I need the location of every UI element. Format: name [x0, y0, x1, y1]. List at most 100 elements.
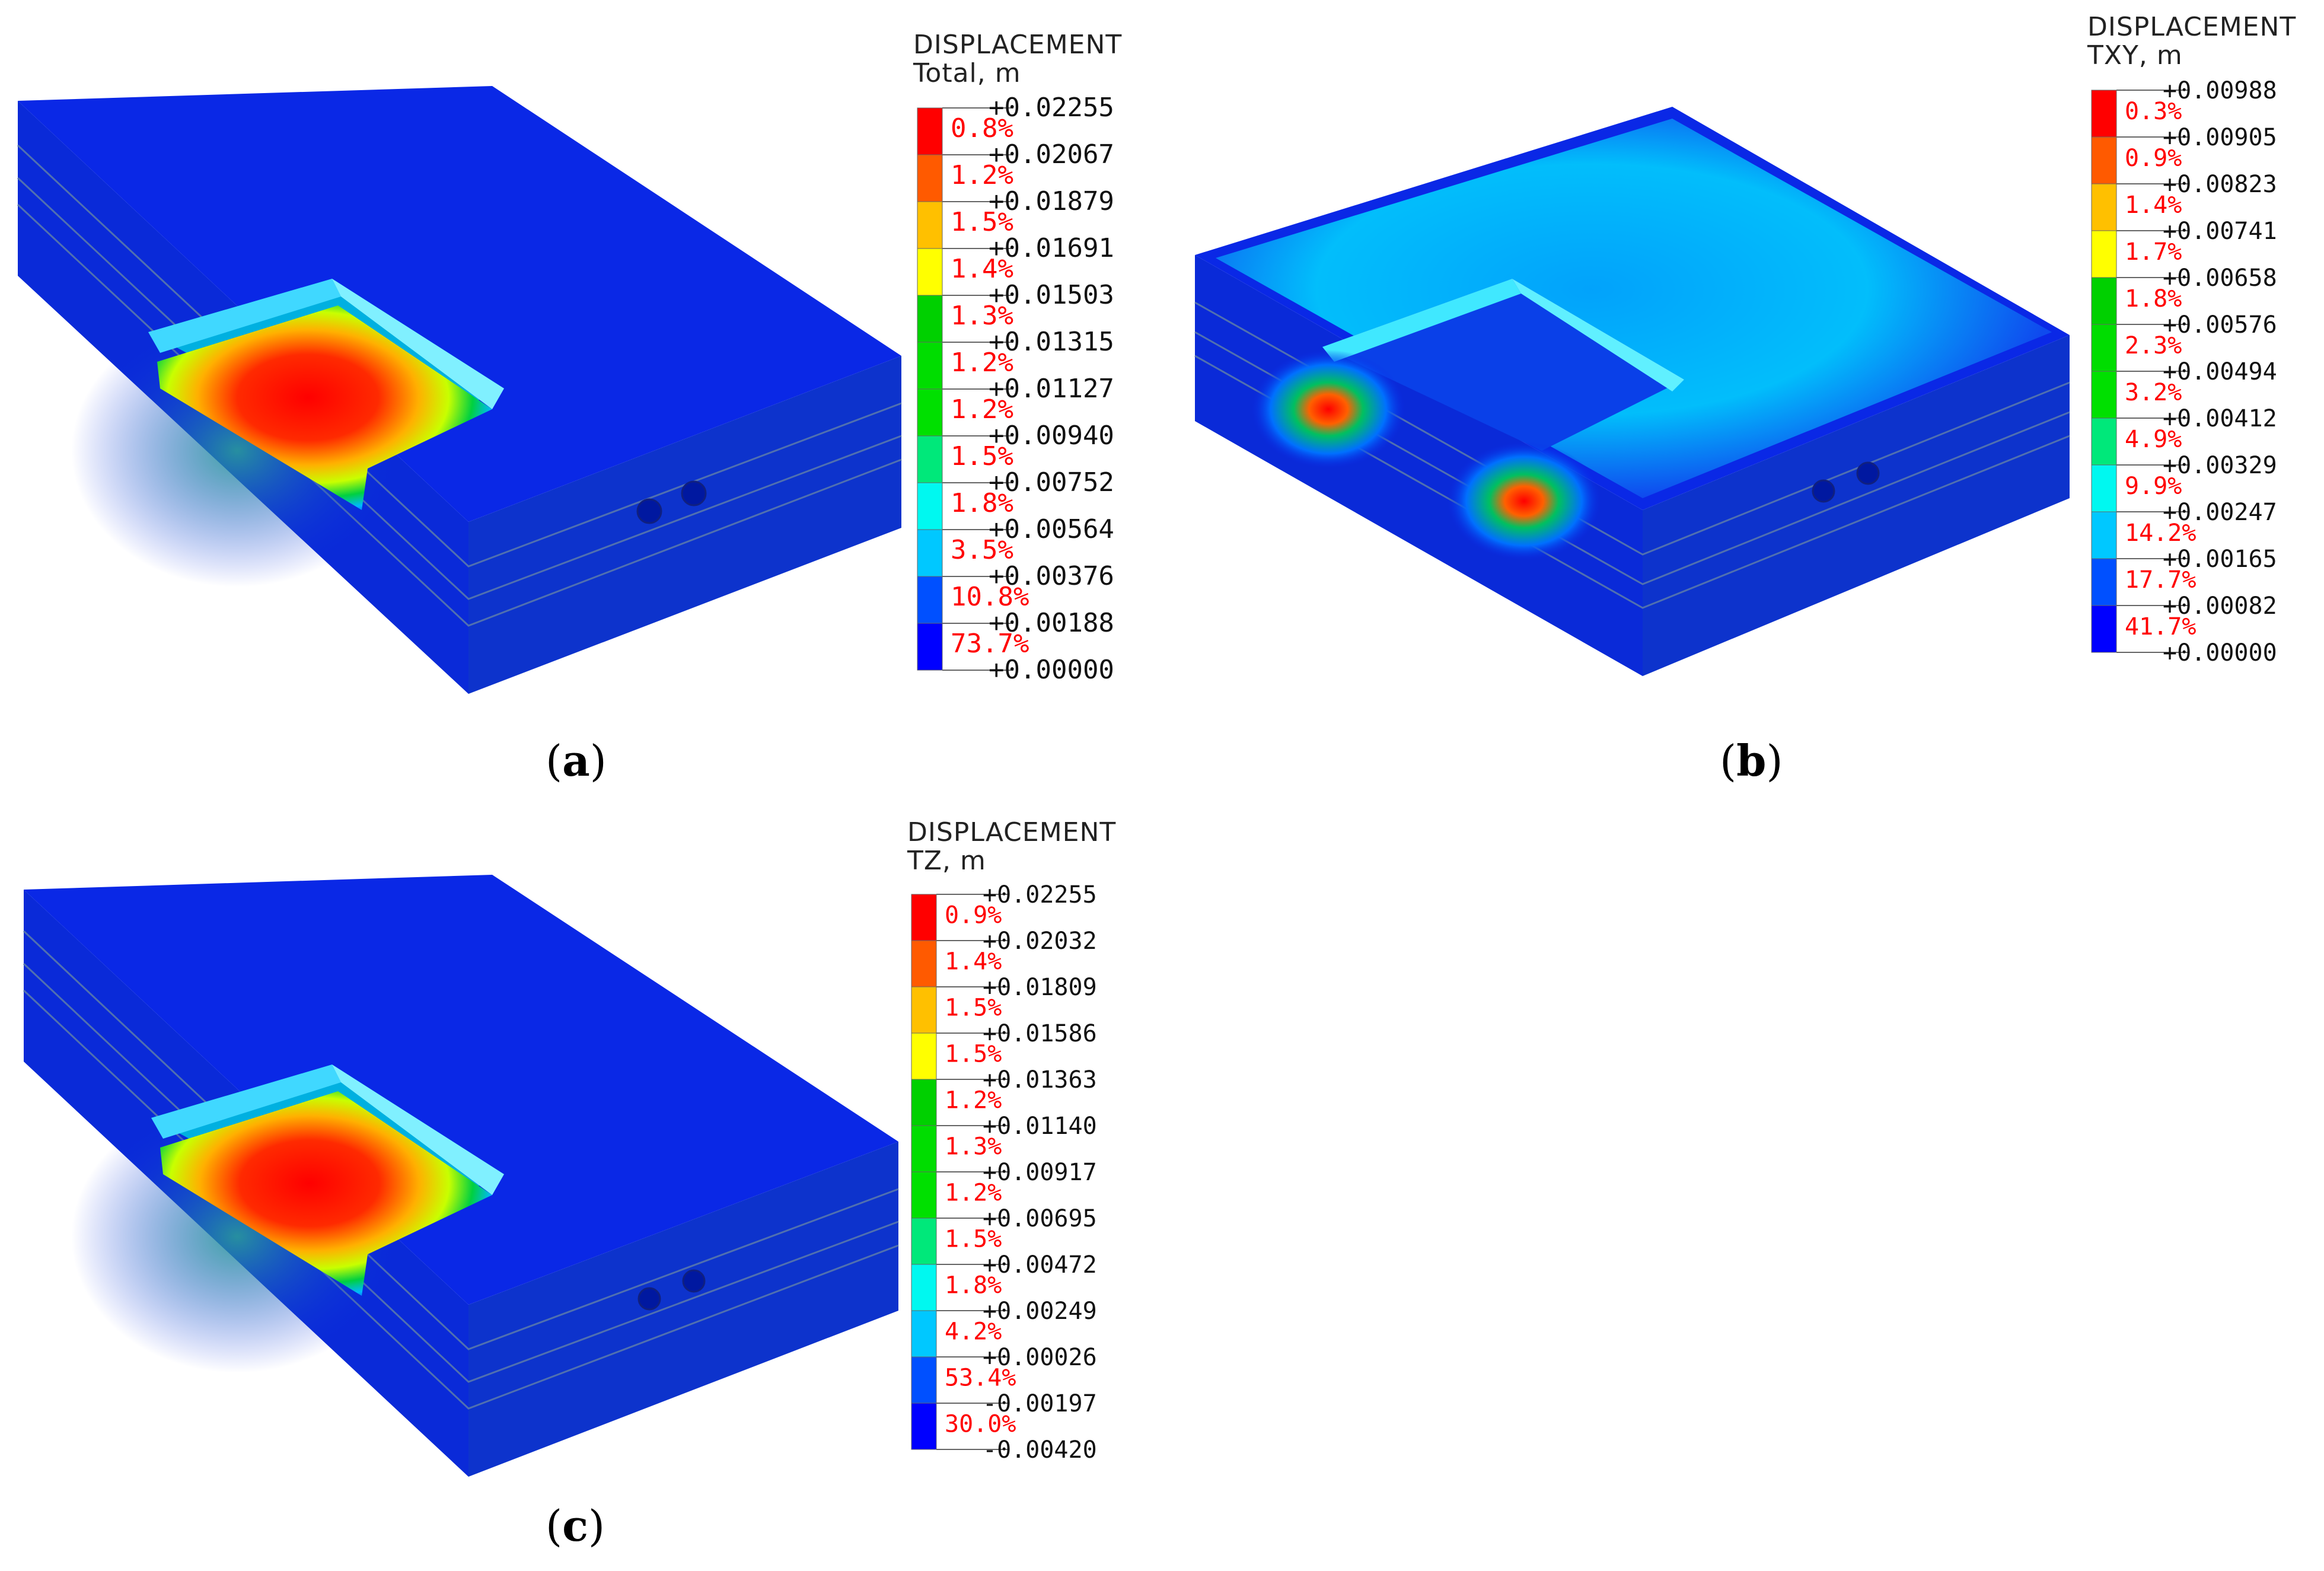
legend-value: +0.01127 — [989, 374, 1114, 404]
legend-percent: 1.5% — [945, 1225, 1002, 1253]
legend-value: +0.00412 — [2163, 405, 2277, 432]
legend-value: +0.00376 — [989, 561, 1114, 591]
legend-percent: 3.5% — [951, 535, 1013, 565]
legend-swatch — [911, 1171, 937, 1219]
legend-percent: 2.3% — [2125, 332, 2182, 359]
legend-value: +0.00576 — [2163, 311, 2277, 339]
panel-c: DISPLACEMENT TZ, m 0.9% 1.4% 1.5% 1.5% 1.2% 1… — [0, 789, 1162, 1571]
legend-swatch — [917, 295, 943, 343]
panel-label-a: (a) — [546, 735, 607, 786]
legend-title-line2: Total, m — [913, 58, 1021, 88]
legend-value: +0.02255 — [983, 881, 1097, 909]
legend-percent: 1.4% — [945, 948, 1002, 975]
legend-swatch — [2091, 90, 2117, 138]
legend-percent: 0.9% — [2125, 145, 2182, 172]
legend-value: +0.00329 — [2163, 452, 2277, 479]
legend-value: +0.02032 — [983, 928, 1097, 955]
legend-swatch — [917, 107, 943, 155]
legend-percent: 1.8% — [945, 1272, 1002, 1299]
legend-value: +0.00823 — [2163, 171, 2277, 198]
legend-value: +0.00026 — [983, 1344, 1097, 1371]
legend-swatch — [917, 388, 943, 436]
legend-value: +0.00472 — [983, 1251, 1097, 1279]
legend-percent: 1.3% — [945, 1133, 1002, 1160]
color-legend-b: 0.3% 0.9% 1.4% 1.7% 1.8% 2.3% 3.2% 4.9% 9.9% 14.2… — [2091, 77, 2277, 667]
panel-a: DISPLACEMENT Total, m 0.8% 1.2% 1.5% 1.4% 1.… — [0, 0, 1162, 789]
legend-percent: 41.7% — [2125, 613, 2196, 640]
legend-percent: 3.2% — [2125, 379, 2182, 406]
legend-title-line2: TXY, m — [2087, 40, 2183, 71]
legend-swatch — [917, 529, 943, 577]
legend-swatch — [917, 201, 943, 249]
legend-swatch — [2091, 183, 2117, 231]
legend-swatch — [917, 154, 943, 202]
legend-percent: 1.2% — [951, 160, 1013, 190]
legend-swatch — [2091, 230, 2117, 278]
legend-percent: 1.2% — [945, 1086, 1002, 1114]
legend-value: +0.00988 — [2163, 77, 2277, 104]
legend-value: -0.00420 — [983, 1436, 1097, 1464]
legend-value: +0.00000 — [2163, 639, 2277, 667]
legend-value: +0.00082 — [2163, 592, 2277, 620]
legend-swatch — [917, 623, 943, 671]
legend-swatch — [911, 1079, 937, 1126]
legend-swatch — [911, 1403, 937, 1450]
legend-percent: 73.7% — [951, 629, 1029, 659]
legend-percent: 1.5% — [945, 994, 1002, 1021]
panel-label-c: (c) — [546, 1500, 605, 1551]
legend-percent: 0.9% — [945, 901, 1002, 929]
legend-swatch — [917, 576, 943, 624]
panel-label-b: (b) — [1720, 735, 1783, 786]
legend-percent: 17.7% — [2125, 566, 2196, 594]
legend-value: +0.00905 — [2163, 124, 2277, 151]
legend-swatch — [911, 1218, 937, 1265]
color-legend-a: 0.8% 1.2% 1.5% 1.4% 1.3% 1.2% 1.2% 1.5% 1.8% 3.5%… — [917, 93, 1114, 685]
contour-model-c — [23, 875, 899, 1477]
legend-percent: 1.2% — [945, 1179, 1002, 1206]
legend-value: +0.00658 — [2163, 265, 2277, 292]
legend-value: +0.00741 — [2163, 218, 2277, 245]
legend-value: +0.01315 — [989, 327, 1114, 357]
legend-value: +0.00494 — [2163, 358, 2277, 385]
legend-value: -0.00197 — [983, 1390, 1097, 1417]
legend-value: +0.00188 — [989, 608, 1114, 638]
legend-swatch — [911, 1310, 937, 1358]
legend-title-line1: DISPLACEMENT — [2087, 12, 2297, 42]
legend-swatch — [2091, 418, 2117, 466]
legend-value: +0.01140 — [983, 1113, 1097, 1140]
legend-value: +0.01879 — [989, 186, 1114, 216]
legend-percent: 1.2% — [951, 394, 1013, 425]
legend-swatch — [2091, 324, 2117, 372]
legend-value: +0.00249 — [983, 1298, 1097, 1325]
legend-value: +0.00564 — [989, 514, 1114, 544]
legend-value: +0.00940 — [989, 420, 1114, 451]
legend-percent: 1.5% — [945, 1040, 1002, 1067]
legend-value: +0.01809 — [983, 974, 1097, 1001]
legend-swatch — [911, 1125, 937, 1172]
legend-swatch — [2091, 464, 2117, 512]
legend-percent: 1.8% — [2125, 285, 2182, 313]
legend-percent: 14.2% — [2125, 520, 2196, 547]
legend-swatch — [911, 1264, 937, 1311]
color-legend-c: 0.9% 1.4% 1.5% 1.5% 1.2% 1.3% 1.2% 1.5% 1.8% 4.2%… — [911, 881, 1097, 1464]
legend-swatch — [911, 1033, 937, 1080]
legend-title-line2: TZ, m — [907, 846, 986, 876]
legend-title-line1: DISPLACEMENT — [907, 817, 1117, 847]
legend-percent: 30.0% — [945, 1410, 1016, 1438]
legend-percent: 0.8% — [951, 113, 1013, 144]
legend-percent: 53.4% — [945, 1364, 1016, 1391]
legend-value: +0.01691 — [989, 233, 1114, 263]
legend-percent: 4.2% — [945, 1318, 1002, 1345]
legend-swatch — [2091, 605, 2117, 653]
legend-percent: 1.7% — [2125, 238, 2182, 266]
legend-swatch — [2091, 371, 2117, 419]
legend-swatch — [917, 248, 943, 296]
legend-percent: 4.9% — [2125, 426, 2182, 453]
legend-swatch — [911, 1356, 937, 1404]
legend-value: +0.01363 — [983, 1066, 1097, 1094]
panel-b: DISPLACEMENT TXY, m 0.3% 0.9% 1.4% 1.7% 1.8%… — [1180, 0, 2324, 789]
contour-model-a — [17, 86, 902, 694]
legend-swatch — [911, 894, 937, 941]
legend-title-line1: DISPLACEMENT — [913, 30, 1123, 60]
legend-swatch — [2091, 136, 2117, 184]
